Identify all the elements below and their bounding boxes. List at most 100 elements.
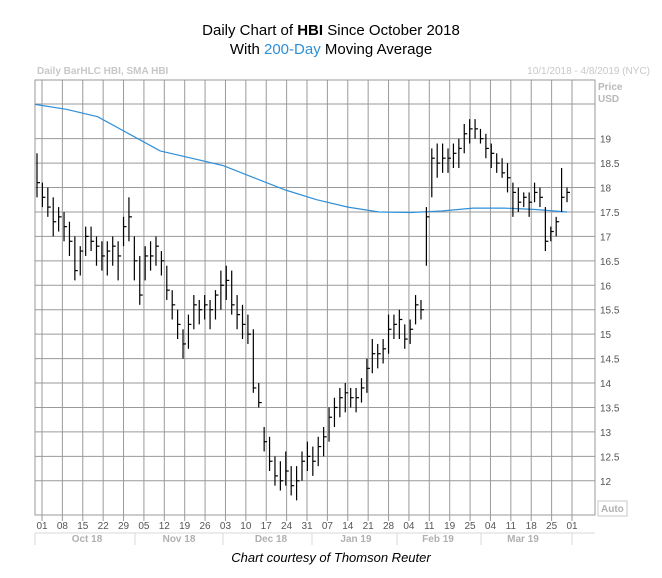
price-bar <box>198 299 203 325</box>
price-bar <box>393 314 397 340</box>
month-label: Nov 18 <box>163 534 196 545</box>
month-labels: Oct 18 Nov 18 Dec 18 Jan 19 Feb 19 Mar 19 <box>34 532 595 545</box>
price-bar <box>187 314 192 349</box>
price-bar <box>344 383 349 413</box>
price-bar <box>149 241 154 271</box>
price-bar <box>517 187 522 212</box>
price-bar <box>52 197 57 237</box>
x-tick-label: 10 <box>240 521 252 532</box>
price-bar <box>214 290 219 320</box>
y-tick-label: 12.5 <box>600 452 620 463</box>
auto-button[interactable] <box>597 500 628 517</box>
price-bar <box>371 339 376 374</box>
price-bar <box>79 246 84 276</box>
price-bar <box>566 187 570 203</box>
price-bar <box>47 187 51 217</box>
price-bar <box>90 226 95 252</box>
auto-label: Auto <box>601 504 624 515</box>
sma-200-line <box>34 103 568 214</box>
price-bar <box>366 358 370 393</box>
month-label: Jan 19 <box>340 534 372 545</box>
x-tick-label: 29 <box>118 521 130 532</box>
chart-title-line2: With 200-Day Moving Average <box>229 41 433 58</box>
price-bar <box>312 446 316 476</box>
y-tick-label: 18.5 <box>600 159 620 170</box>
price-bar <box>285 451 289 486</box>
x-axis-ticks: 01 08 15 22 29 05 12 19 26 03 10 17 24 31 07 14 21 28 04 11… <box>36 521 578 532</box>
x-tick-label: 22 <box>98 521 110 532</box>
price-bar <box>274 456 278 486</box>
x-tick-label: 25 <box>546 521 558 532</box>
price-bar <box>95 236 100 266</box>
price-bar <box>252 329 257 393</box>
price-bar <box>398 309 403 340</box>
x-tick-label: 31 <box>301 521 313 532</box>
price-bar <box>74 236 78 281</box>
y-tick-label: 17.5 <box>600 208 620 219</box>
price-bar <box>122 216 127 247</box>
price-bar <box>171 290 176 320</box>
chart-caption: Chart courtesy of Thomson Reuter <box>231 550 431 565</box>
price-bar <box>458 138 462 168</box>
price-bar <box>447 148 452 173</box>
x-tick-label: 25 <box>465 521 477 532</box>
price-bar <box>268 436 273 472</box>
price-bar <box>501 158 506 178</box>
price-bar <box>301 451 305 481</box>
price-bar <box>539 187 543 208</box>
price-bar <box>414 295 419 325</box>
y-tick-label: 19 <box>600 135 612 146</box>
x-tick-label: 15 <box>77 521 89 532</box>
price-bar <box>166 265 170 300</box>
price-bar <box>463 123 468 154</box>
price-bar <box>290 466 295 496</box>
price-bar <box>323 427 327 457</box>
price-bar <box>155 236 159 266</box>
price-bar <box>247 314 251 344</box>
x-tick-label: 18 <box>526 521 538 532</box>
price-bar <box>555 216 560 237</box>
x-tick-label: 04 <box>403 521 415 532</box>
price-bar <box>241 304 246 340</box>
price-bar <box>263 427 268 452</box>
price-bar <box>409 319 414 344</box>
price-bar <box>431 148 435 198</box>
x-tick-label: 12 <box>159 521 171 532</box>
price-bar <box>36 153 40 198</box>
price-bar <box>58 207 62 232</box>
x-tick-label: 21 <box>363 521 375 532</box>
price-bar <box>106 241 111 276</box>
price-bar <box>317 436 322 467</box>
grid-lines <box>35 80 595 521</box>
price-bar <box>177 309 181 340</box>
price-bar <box>258 383 262 408</box>
price-bar <box>506 163 511 193</box>
price-bar <box>220 270 224 310</box>
price-bar <box>139 255 143 305</box>
header-left-label: Daily BarHLC HBI, SMA HBI <box>37 66 169 77</box>
price-bar <box>469 119 473 144</box>
x-tick-label: 19 <box>444 521 456 532</box>
price-bar <box>355 387 360 413</box>
price-bar <box>41 182 46 208</box>
price-bar <box>420 299 424 320</box>
price-bar <box>436 143 441 178</box>
plot-frame <box>34 79 596 516</box>
y-tick-label: 12 <box>600 477 612 488</box>
price-label: Price <box>598 82 623 93</box>
y-tick-label: 16.5 <box>600 257 620 268</box>
x-tick-label: 11 <box>506 521 517 532</box>
month-label: Mar 19 <box>507 534 539 545</box>
y-tick-label: 13.5 <box>600 403 620 414</box>
x-tick-label: 08 <box>57 521 69 532</box>
price-bar <box>204 295 208 320</box>
price-bar <box>544 207 549 252</box>
y-tick-label: 15 <box>600 330 612 341</box>
price-bar <box>182 329 187 359</box>
chart-title-ticker: HBI <box>297 22 324 39</box>
price-bar <box>333 397 338 428</box>
price-bar <box>425 207 430 266</box>
currency-label: USD <box>598 94 619 105</box>
x-tick-label: 26 <box>200 521 212 532</box>
